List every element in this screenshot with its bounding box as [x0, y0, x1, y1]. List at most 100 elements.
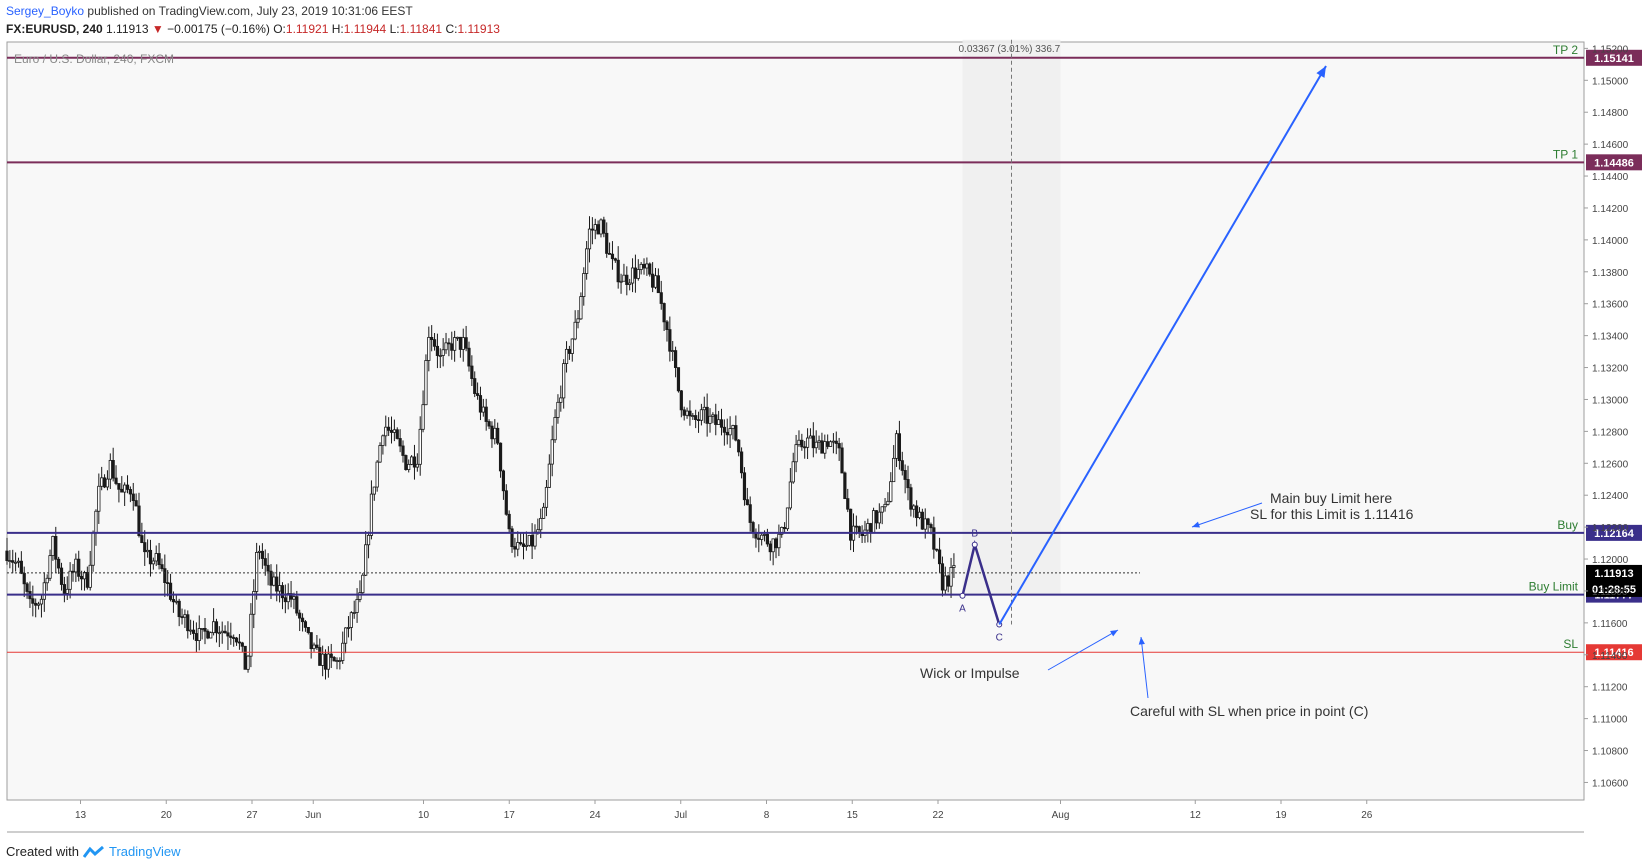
candle-body: [461, 337, 465, 350]
candle-body: [639, 263, 643, 270]
candle-body: [734, 425, 738, 441]
level-name: Buy: [1557, 518, 1578, 532]
candle-body: [510, 528, 514, 548]
candle: [828, 440, 833, 447]
candle: [117, 483, 121, 503]
pattern-point-b: [971, 541, 978, 548]
candle-body: [194, 633, 198, 641]
candle: [298, 609, 302, 632]
candle: [636, 259, 640, 281]
candle-body: [656, 275, 660, 294]
candle-body: [610, 253, 615, 260]
candle-body: [788, 481, 792, 509]
candle: [544, 479, 549, 517]
candle: [108, 453, 112, 489]
candle: [180, 608, 184, 625]
candle: [513, 537, 517, 558]
candle-body: [917, 511, 922, 519]
candle-body: [19, 560, 23, 574]
candle-body: [748, 504, 752, 523]
y-tick-label: 1.12600: [1592, 459, 1629, 470]
candle: [610, 241, 615, 270]
candle-body: [915, 505, 919, 519]
candle: [203, 617, 207, 645]
candle-body: [616, 259, 620, 283]
candle: [952, 553, 956, 579]
candle: [937, 537, 942, 573]
candle: [366, 531, 371, 559]
candle: [395, 427, 399, 440]
x-tick-label: 26: [1361, 810, 1373, 821]
candle-body: [189, 629, 193, 632]
candle-body: [140, 535, 144, 543]
candle-body: [605, 232, 609, 254]
candle-body: [874, 510, 879, 524]
candle: [481, 398, 485, 417]
candle: [143, 530, 147, 566]
candle-body: [275, 576, 279, 592]
candle: [622, 263, 626, 282]
candle: [19, 551, 23, 575]
candle: [243, 645, 247, 670]
author-link[interactable]: Sergey_Boyko: [6, 4, 85, 18]
candle-body: [576, 318, 580, 323]
candle-body: [263, 558, 267, 566]
candle-body: [619, 280, 623, 283]
candle: [892, 445, 896, 483]
candle-body: [39, 598, 44, 605]
candle-body: [912, 505, 916, 510]
candle-body: [335, 660, 339, 662]
candle-body: [803, 446, 807, 449]
candle-body: [286, 593, 290, 603]
candle: [599, 218, 603, 238]
candle-body: [757, 537, 761, 540]
candle: [605, 222, 609, 258]
candle: [900, 451, 904, 476]
candle-body: [714, 414, 718, 425]
candle: [85, 566, 89, 590]
y-tick-label: 1.11000: [1592, 715, 1628, 726]
candle: [725, 418, 729, 445]
candle-body: [662, 303, 666, 323]
candle-body: [321, 653, 325, 666]
level-name: TP 2: [1553, 43, 1578, 57]
candle-body: [760, 534, 764, 540]
candle: [648, 262, 652, 277]
candle-body: [77, 558, 81, 577]
candle-body: [854, 525, 858, 528]
candle: [260, 543, 264, 569]
candle: [805, 428, 810, 460]
pattern-label-b: B: [971, 529, 978, 540]
candle-body: [68, 570, 72, 590]
candle-body: [745, 499, 749, 506]
candle: [209, 631, 213, 639]
candle: [940, 556, 945, 597]
candle-body: [453, 337, 457, 351]
candle-body: [573, 321, 577, 340]
publisher-line: Sergey_Boyko published on TradingView.co…: [6, 4, 413, 18]
x-tick-label: 8: [764, 810, 770, 821]
buy-limit-arrow: [1191, 502, 1263, 528]
candle-body: [5, 550, 9, 562]
candle-body: [886, 500, 890, 505]
candle: [39, 595, 44, 618]
candle-body: [329, 653, 333, 658]
candle: [550, 425, 554, 477]
candle: [151, 557, 155, 570]
level-name: TP 1: [1553, 147, 1578, 161]
candle-body: [11, 560, 15, 563]
candle-body: [174, 600, 178, 603]
y-tick-label: 1.14400: [1592, 172, 1629, 183]
candle-body: [404, 455, 408, 470]
candle-body: [186, 614, 190, 632]
candle: [883, 498, 887, 512]
y-tick-label: 1.14200: [1592, 204, 1629, 215]
candle-body: [642, 263, 646, 269]
tradingview-brand[interactable]: TradingView: [108, 844, 181, 859]
target-arrow: [998, 65, 1327, 625]
candle: [946, 574, 950, 593]
y-tick-label: 1.12800: [1592, 427, 1629, 438]
candle-body: [475, 393, 480, 396]
candle-body: [148, 549, 153, 565]
